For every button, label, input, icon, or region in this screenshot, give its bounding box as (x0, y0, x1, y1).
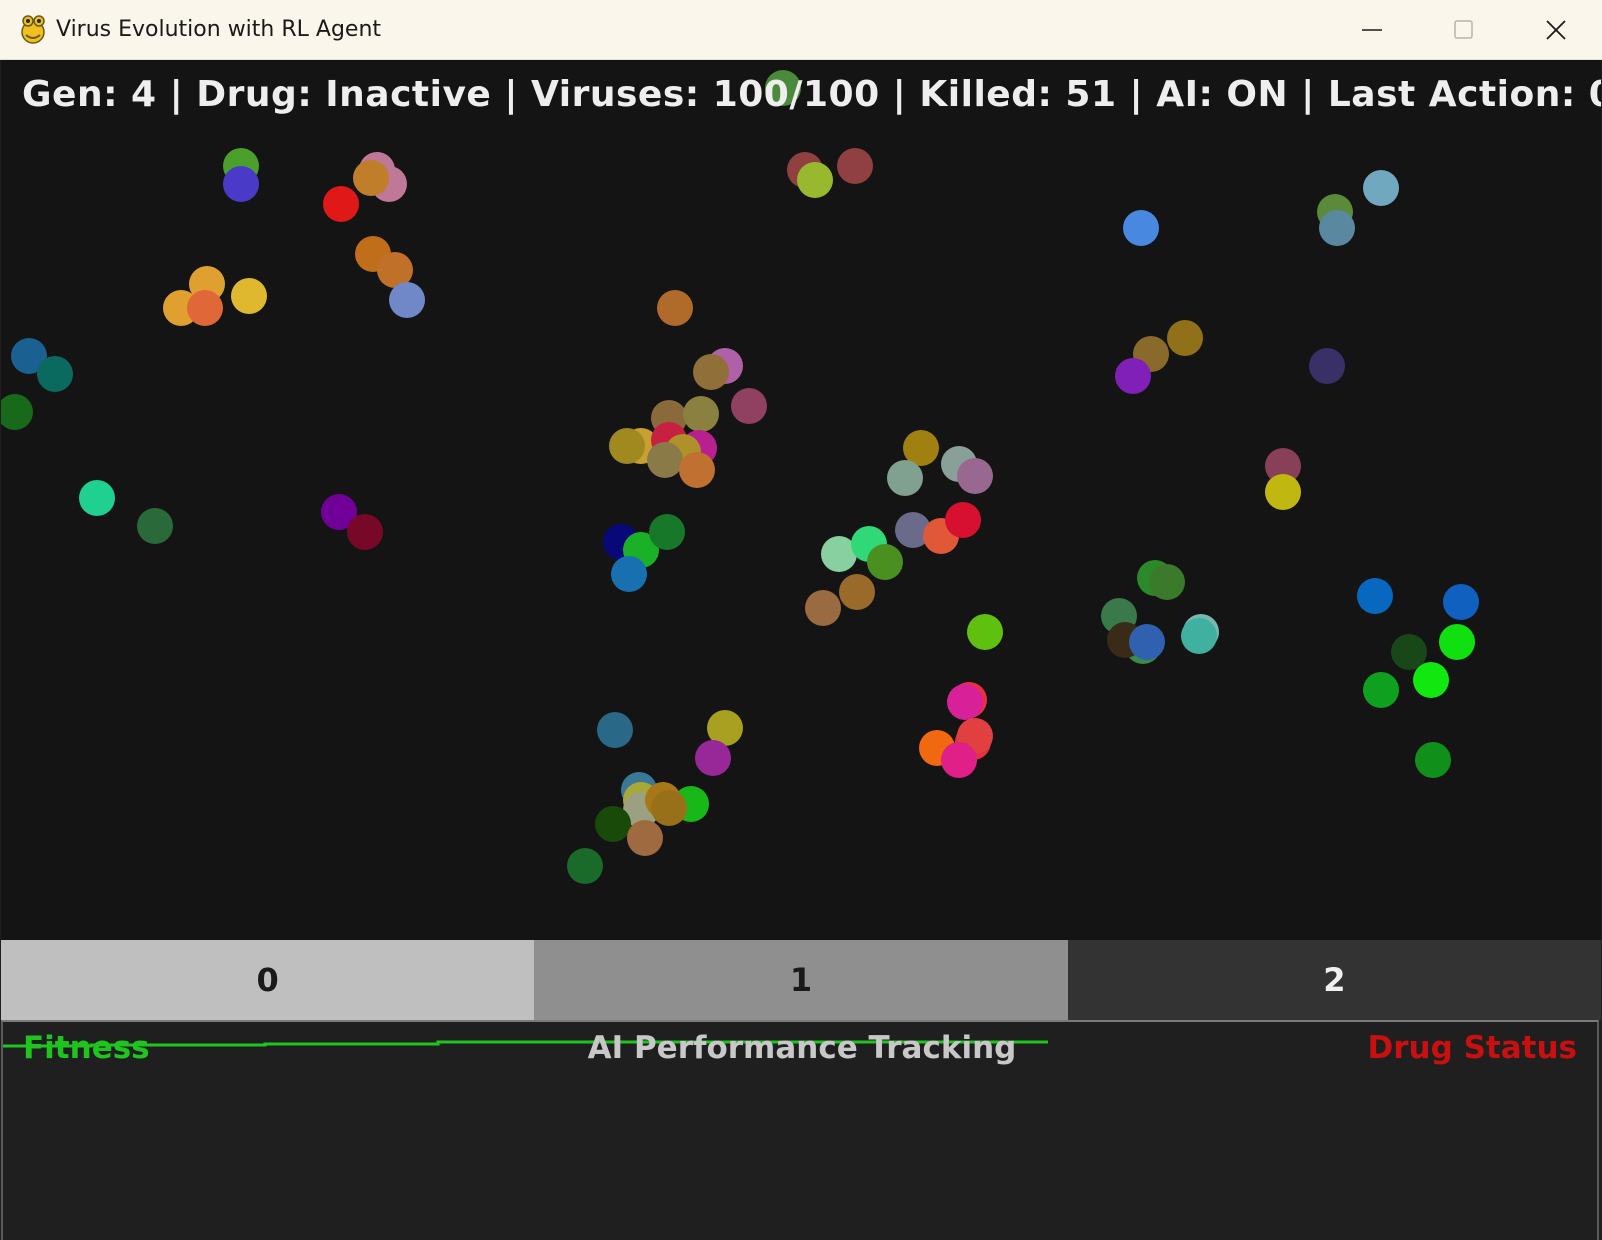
virus-particle (693, 354, 729, 390)
virus-particle (765, 70, 801, 106)
virus-particle (657, 290, 693, 326)
virus-particle (1181, 618, 1217, 654)
virus-particle (967, 614, 1003, 650)
virus-particle (611, 556, 647, 592)
virus-particle (1439, 624, 1475, 660)
virus-particle (1115, 358, 1151, 394)
virus-particle (695, 740, 731, 776)
virus-particle (945, 502, 981, 538)
virus-particle (137, 508, 173, 544)
maximize-button[interactable] (1418, 0, 1510, 60)
virus-particle (1415, 742, 1451, 778)
virus-particle (609, 428, 645, 464)
virus-particle (389, 282, 425, 318)
maximize-icon (1454, 20, 1473, 39)
minimize-icon (1362, 29, 1382, 31)
drug-status-legend-label: Drug Status (1367, 1030, 1577, 1066)
virus-particle (1357, 578, 1393, 614)
virus-particle (683, 396, 719, 432)
close-icon (1546, 20, 1566, 40)
virus-particle (1309, 348, 1345, 384)
virus-particle (37, 356, 73, 392)
virus-particle (651, 790, 687, 826)
virus-particle (79, 480, 115, 516)
virus-particle (679, 452, 715, 488)
virus-particle (231, 278, 267, 314)
virus-particle (797, 162, 833, 198)
virus-particle (941, 742, 977, 778)
virus-particle (595, 806, 631, 842)
virus-particle (957, 458, 993, 494)
virus-particle (1319, 210, 1355, 246)
action-button-0[interactable]: 0 (1, 940, 535, 1020)
virus-particle (1123, 210, 1159, 246)
virus-particle (1363, 170, 1399, 206)
virus-particle (1167, 320, 1203, 356)
virus-particle (1413, 662, 1449, 698)
virus-particle (805, 590, 841, 626)
virus-particle (627, 820, 663, 856)
virus-particle (1265, 474, 1301, 510)
virus-particle (947, 684, 983, 720)
virus-particle (223, 166, 259, 202)
fitness-trend-line (3, 1040, 1048, 1048)
performance-title: AI Performance Tracking (587, 1030, 1017, 1066)
action-bar: 0 1 2 (1, 940, 1601, 1020)
virus-particle (347, 514, 383, 550)
virus-particle (1, 394, 33, 430)
fitness-legend-label: Fitness (23, 1030, 150, 1066)
virus-particle (649, 514, 685, 550)
virus-particle (867, 544, 903, 580)
status-hud: Gen: 4 | Drug: Inactive | Viruses: 100/1… (22, 74, 1601, 115)
virus-particle (1363, 672, 1399, 708)
virus-particle (1149, 564, 1185, 600)
performance-panel: Fitness AI Performance Tracking Drug Sta… (1, 1020, 1599, 1240)
simulation-canvas[interactable]: Gen: 4 | Drug: Inactive | Viruses: 100/1… (1, 60, 1601, 940)
close-button[interactable] (1510, 0, 1602, 60)
virus-particle (323, 186, 359, 222)
window-titlebar: Virus Evolution with RL Agent (0, 0, 1602, 60)
window-title: Virus Evolution with RL Agent (56, 17, 382, 42)
virus-particle (597, 712, 633, 748)
pygame-snake-icon (18, 13, 48, 45)
minimize-button[interactable] (1326, 0, 1418, 60)
virus-particle (647, 442, 683, 478)
virus-particle (887, 460, 923, 496)
virus-particle (187, 290, 223, 326)
virus-particle (837, 148, 873, 184)
virus-particle (731, 388, 767, 424)
virus-particle (1443, 584, 1479, 620)
virus-particle (1129, 624, 1165, 660)
virus-particle (567, 848, 603, 884)
virus-particle (839, 574, 875, 610)
virus-particle (353, 160, 389, 196)
action-button-1[interactable]: 1 (534, 940, 1068, 1020)
action-button-2[interactable]: 2 (1067, 940, 1601, 1020)
